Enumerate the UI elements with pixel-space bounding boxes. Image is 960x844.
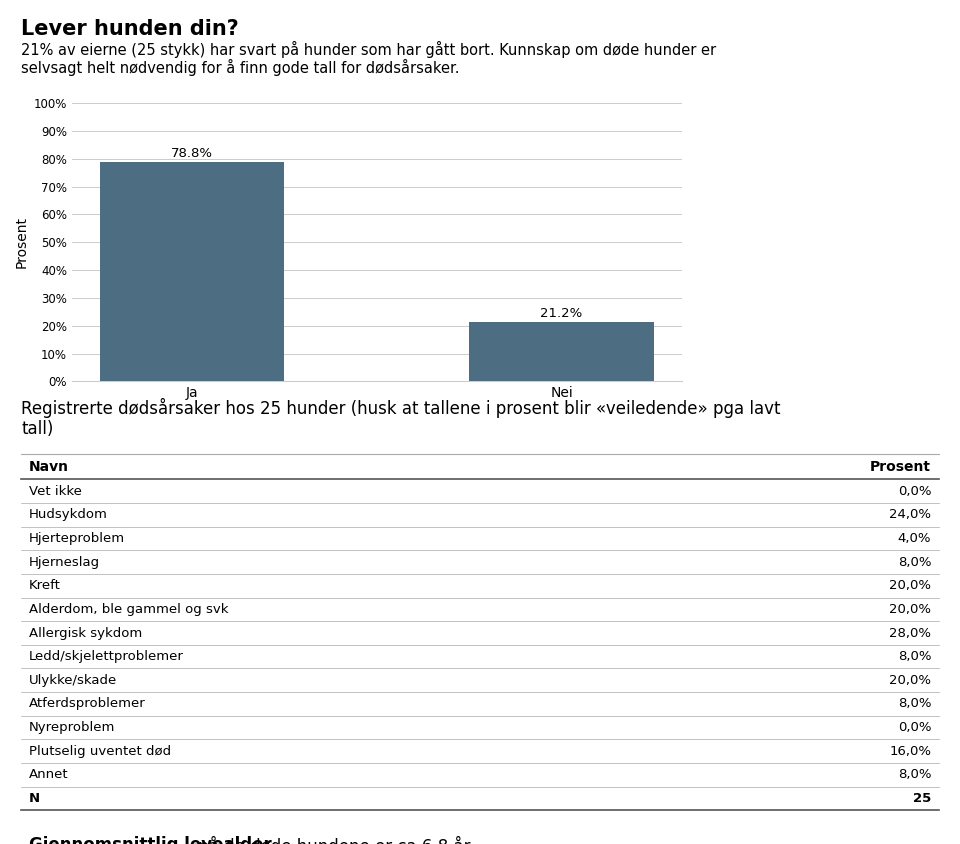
Text: 8,0%: 8,0% (898, 768, 931, 782)
Text: 28,0%: 28,0% (889, 626, 931, 640)
Text: Hjerteproblem: Hjerteproblem (29, 532, 125, 545)
Text: Hudsykdom: Hudsykdom (29, 508, 108, 522)
Text: Alderdom, ble gammel og svk: Alderdom, ble gammel og svk (29, 603, 228, 616)
Text: 8,0%: 8,0% (898, 650, 931, 663)
Text: Gjennomsnittlig levealder: Gjennomsnittlig levealder (29, 836, 272, 844)
Text: Atferdsproblemer: Atferdsproblemer (29, 697, 146, 711)
Text: 8,0%: 8,0% (898, 555, 931, 569)
Text: 0,0%: 0,0% (898, 484, 931, 498)
Text: Prosent: Prosent (870, 460, 931, 473)
Text: Registrerte dødsårsaker hos 25 hunder (husk at tallene i prosent blir «veiledend: Registrerte dødsårsaker hos 25 hunder (h… (21, 398, 780, 419)
Text: Ulykke/skade: Ulykke/skade (29, 674, 117, 687)
Text: Lever hunden din?: Lever hunden din? (21, 19, 239, 39)
Bar (469, 322, 654, 381)
Text: 4,0%: 4,0% (898, 532, 931, 545)
Text: Kreft: Kreft (29, 579, 60, 592)
Text: Navn: Navn (29, 460, 69, 473)
Text: Ledd/skjelettproblemer: Ledd/skjelettproblemer (29, 650, 183, 663)
Text: 25: 25 (913, 792, 931, 805)
Text: 16,0%: 16,0% (889, 744, 931, 758)
Text: tall): tall) (21, 420, 54, 438)
Text: på de døde hundene er ca 6,8 år: på de døde hundene er ca 6,8 år (193, 836, 470, 844)
Text: 78.8%: 78.8% (171, 147, 213, 160)
Text: 24,0%: 24,0% (889, 508, 931, 522)
Text: N: N (29, 792, 40, 805)
Text: 20,0%: 20,0% (889, 674, 931, 687)
Text: Annet: Annet (29, 768, 68, 782)
Text: 21% av eierne (25 stykk) har svart på hunder som har gått bort. Kunnskap om døde: 21% av eierne (25 stykk) har svart på hu… (21, 41, 716, 57)
Text: Plutselig uventet død: Plutselig uventet død (29, 744, 171, 758)
Text: Vet ikke: Vet ikke (29, 484, 82, 498)
Text: Allergisk sykdom: Allergisk sykdom (29, 626, 142, 640)
Y-axis label: Prosent: Prosent (14, 216, 28, 268)
Text: 8,0%: 8,0% (898, 697, 931, 711)
Text: Hjerneslag: Hjerneslag (29, 555, 100, 569)
Text: Nyreproblem: Nyreproblem (29, 721, 115, 734)
Bar (100, 162, 284, 381)
Text: 20,0%: 20,0% (889, 603, 931, 616)
Text: selvsagt helt nødvendig for å finn gode tall for dødsårsaker.: selvsagt helt nødvendig for å finn gode … (21, 59, 460, 76)
Text: 21.2%: 21.2% (540, 307, 583, 320)
Text: 0,0%: 0,0% (898, 721, 931, 734)
Text: 20,0%: 20,0% (889, 579, 931, 592)
